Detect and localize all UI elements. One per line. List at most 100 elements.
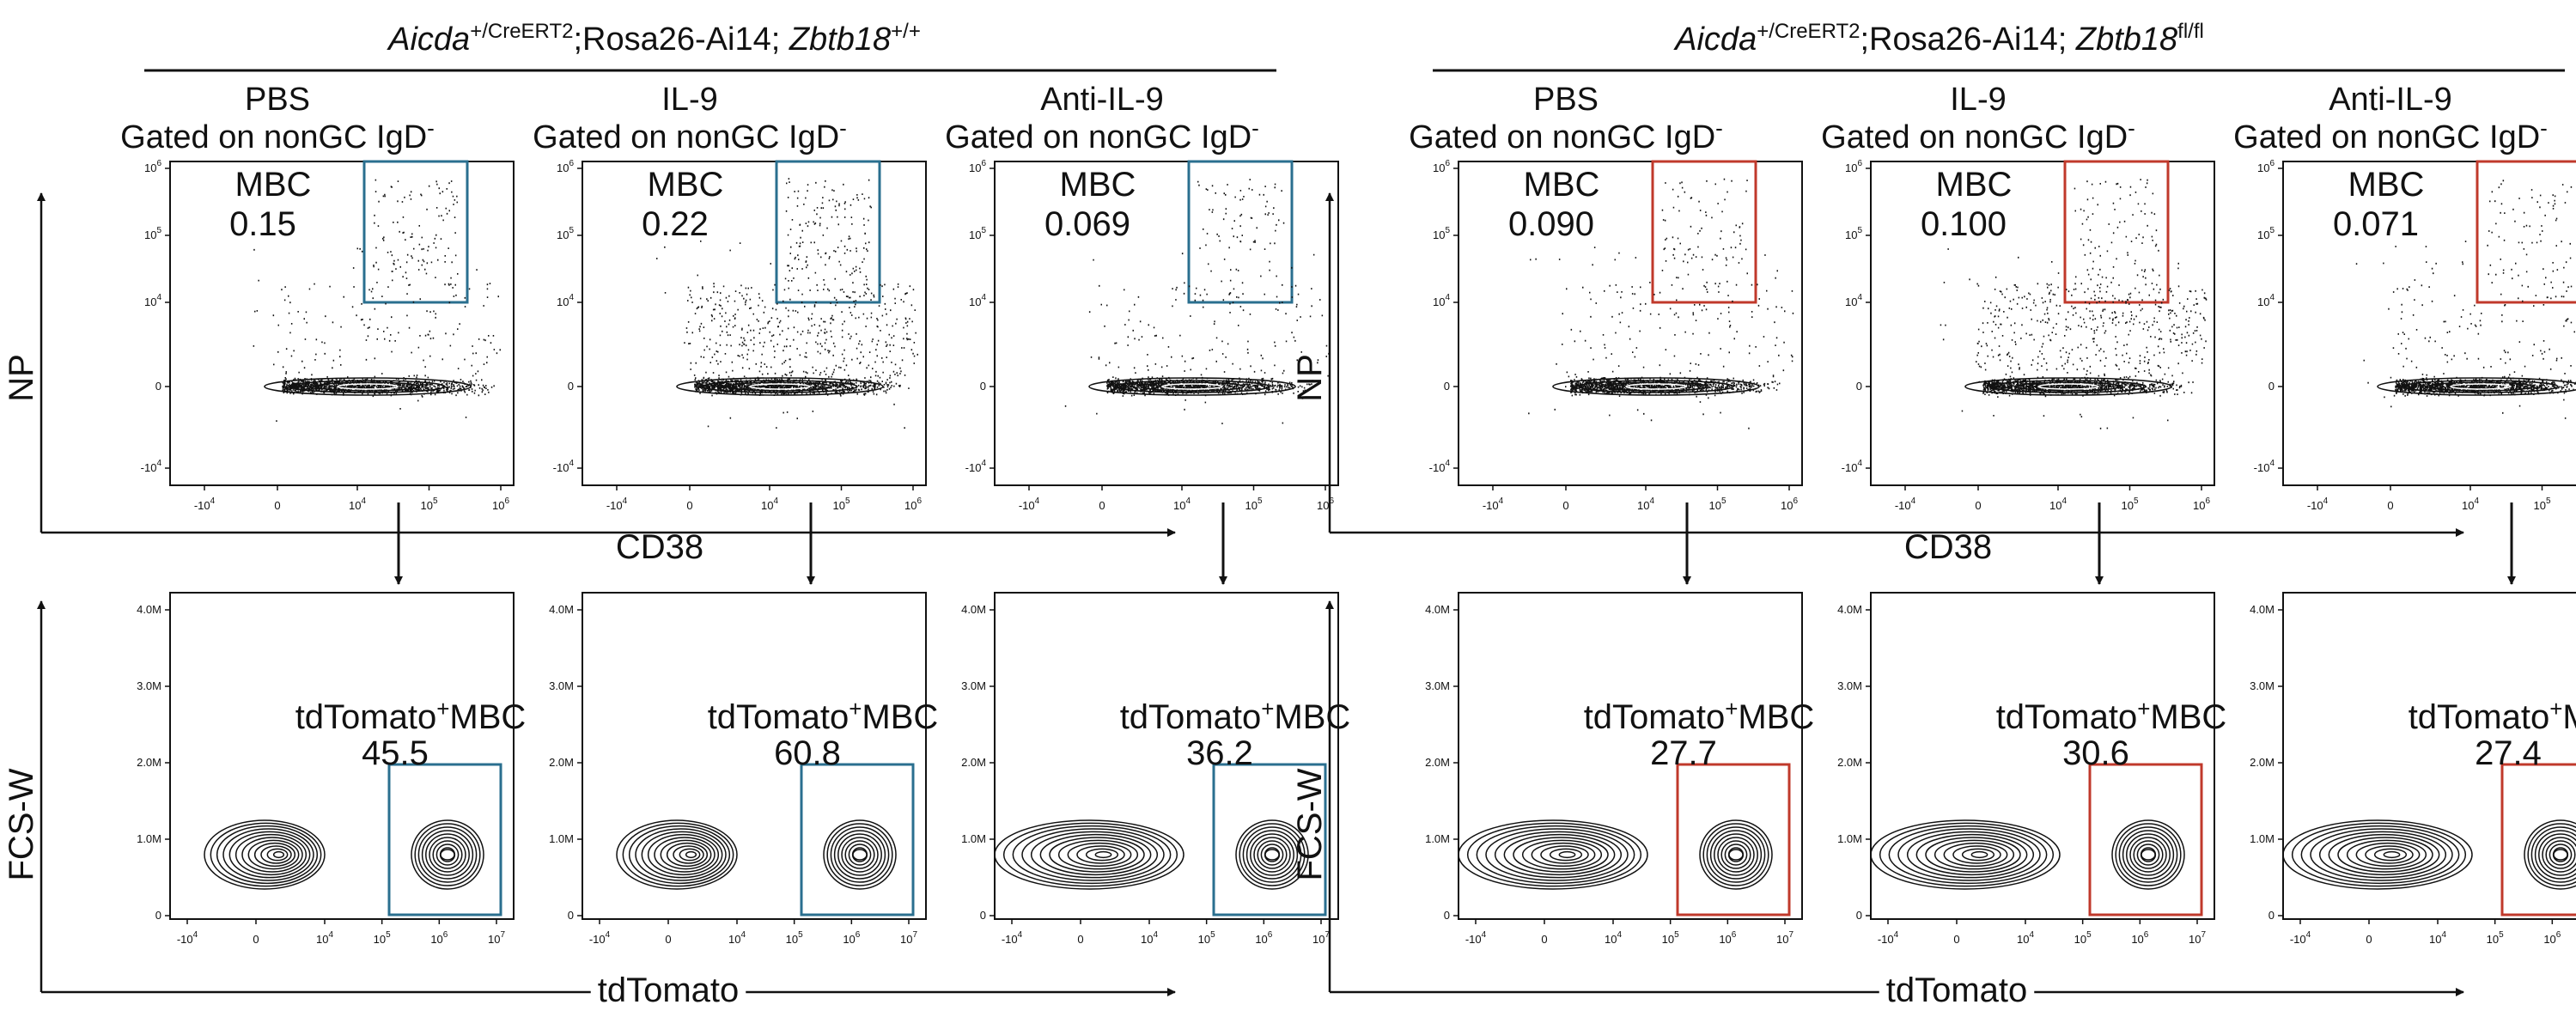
- tick-label: -104: [606, 496, 628, 512]
- negative-population-contour: [2300, 825, 2460, 885]
- tick-label: 0: [980, 380, 986, 393]
- negative-population-contour: [685, 850, 697, 859]
- positive-population-contour: [1242, 826, 1302, 883]
- tick-label: 0: [1077, 933, 1083, 946]
- tick-label: 0: [1856, 909, 1862, 922]
- tick-label: 105: [1708, 496, 1726, 512]
- plot-frame: [2282, 592, 2576, 920]
- mbc-gate: [362, 160, 469, 304]
- negative-population-contour: [1549, 848, 1583, 862]
- tick-label: 104: [1845, 293, 1862, 308]
- tick-label: -104: [1019, 496, 1040, 512]
- tick-label: -104: [141, 459, 162, 474]
- mbc-gate: [775, 160, 881, 304]
- tick-label: 0: [665, 933, 671, 946]
- plot-frame: [169, 592, 515, 920]
- tick-label: 105: [144, 226, 161, 241]
- tick-label: -104: [589, 930, 611, 946]
- negative-population-contour: [1888, 825, 2048, 885]
- gating-label: Gated on nonGC IgD-: [533, 115, 847, 155]
- tick-label: 104: [349, 496, 366, 512]
- tick-label: 106: [1781, 496, 1798, 512]
- tdtomato-gate: [1676, 763, 1791, 917]
- positive-population-contour: [848, 843, 872, 866]
- group-title: Aicda+/CreERT2;Rosa26-Ai14; Zbtb18fl/fl: [1673, 20, 2204, 58]
- density-contour: [702, 380, 858, 393]
- np-axis-label: NP: [1291, 354, 1329, 402]
- negative-population-contour: [228, 831, 311, 879]
- gating-label: Gated on nonGC IgD-: [120, 115, 435, 155]
- negative-population-contour: [2346, 839, 2427, 870]
- tick-label: 105: [1433, 226, 1450, 241]
- gating-label: Gated on nonGC IgD-: [1821, 115, 2135, 155]
- negative-population-contour: [1067, 842, 1132, 868]
- positive-population-contour: [1709, 830, 1763, 880]
- tick-label: -104: [194, 496, 216, 512]
- positive-population-contour: [1702, 823, 1769, 886]
- density-contour: [1161, 383, 1223, 390]
- negative-population-contour: [1094, 850, 1112, 859]
- tick-label: 1.0M: [549, 832, 574, 845]
- negative-population-contour: [2365, 845, 2414, 864]
- positive-population-contour: [1253, 837, 1291, 873]
- tick-label: 104: [2257, 293, 2275, 308]
- density-contour: [2037, 383, 2099, 390]
- tick-label: 107: [1776, 930, 1793, 946]
- positive-population-contour: [2118, 826, 2178, 883]
- fcsw-tdtomato-plot: 4.0M3.0M2.0M1.0M0-1040104105106107tdToma…: [2250, 592, 2576, 946]
- negative-population-contour: [1961, 848, 1995, 862]
- tick-label: 105: [374, 930, 391, 946]
- tick-label: 105: [1198, 930, 1215, 946]
- tdtomato-gate-label: tdTomato+MBC: [1584, 696, 1815, 736]
- positive-population-contour: [841, 837, 879, 873]
- tick-label: 1.0M: [1837, 832, 1862, 845]
- condition-name: PBS: [1533, 82, 1599, 118]
- negative-population-contour: [1558, 850, 1576, 859]
- negative-population-contour: [2318, 831, 2447, 879]
- plot-frame: [169, 161, 515, 486]
- tick-label: 0: [2387, 499, 2393, 512]
- positive-population-contour: [1235, 819, 1309, 890]
- negative-population-contour: [2328, 833, 2440, 876]
- tick-label: 0: [980, 909, 986, 922]
- population-core: [440, 849, 455, 861]
- condition-name: Anti-IL-9: [2329, 82, 2452, 118]
- tick-label: -104: [1429, 459, 1451, 474]
- tick-label: 106: [904, 496, 922, 512]
- tick-label: 4.0M: [1425, 603, 1450, 616]
- plot-frame: [2282, 161, 2576, 486]
- negative-population-contour: [654, 837, 716, 873]
- tick-label: 104: [728, 930, 746, 946]
- positive-population-contour: [1724, 843, 1748, 866]
- positive-population-contour: [1720, 840, 1751, 869]
- density-contour: [2377, 377, 2576, 396]
- tdtomato-percent: 30.6: [2062, 734, 2129, 772]
- negative-population-contour: [2383, 850, 2401, 859]
- tick-label: 0: [568, 909, 574, 922]
- positive-population-contour: [2542, 837, 2576, 873]
- tick-label: 107: [488, 930, 505, 946]
- negative-population-contour: [1925, 837, 2021, 873]
- positive-population-contour: [435, 843, 460, 866]
- tick-label: 105: [786, 930, 803, 946]
- tdtomato-gate-label: tdTomato+MBC: [708, 696, 939, 736]
- tick-label: 106: [843, 930, 860, 946]
- positive-population-contour: [830, 826, 890, 883]
- mbc-label: MBC: [648, 166, 724, 204]
- negative-population-contour: [1030, 831, 1159, 879]
- positive-population-contour: [414, 823, 481, 886]
- tick-label: 106: [492, 496, 509, 512]
- mbc-label: MBC: [1936, 166, 2013, 204]
- negative-population-contour: [204, 819, 326, 890]
- negative-population-contour: [241, 837, 303, 873]
- cd38-axis-label: CD38: [1904, 528, 1992, 566]
- positive-population-contour: [1699, 819, 1773, 890]
- density-contour: [1990, 380, 2147, 393]
- negative-population-contour: [234, 833, 308, 876]
- tick-label: 0: [1099, 499, 1105, 512]
- tick-label: 3.0M: [137, 679, 161, 692]
- negative-population-contour: [1466, 822, 1642, 887]
